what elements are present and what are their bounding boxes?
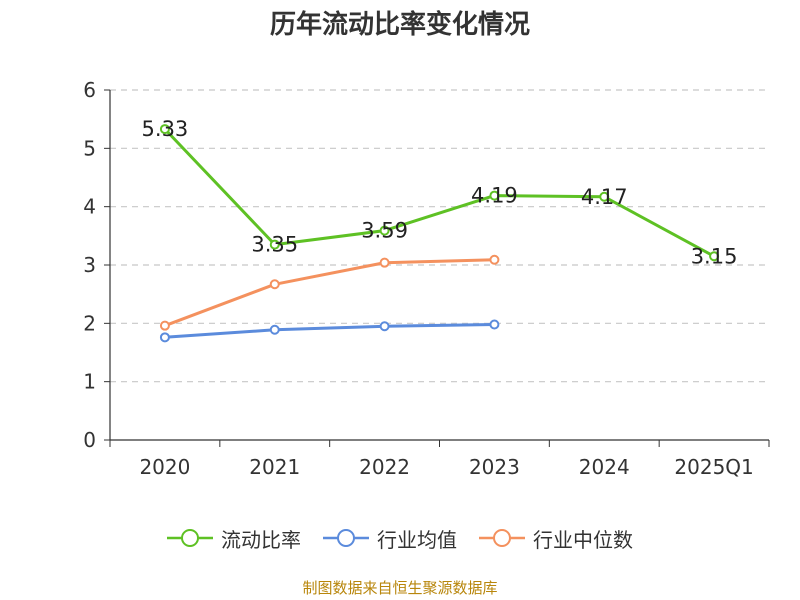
- y-tick-label: 5: [83, 136, 96, 160]
- x-tick-label: 2020: [139, 455, 190, 479]
- data-point: [489, 254, 500, 265]
- series-line-0: [163, 128, 715, 258]
- legend-marker-current-ratio: [167, 529, 213, 547]
- data-point: [159, 332, 170, 343]
- legend: 流动比率 行业均值 行业中位数: [0, 518, 800, 558]
- x-tick-label: 2024: [579, 455, 630, 479]
- legend-item-current-ratio[interactable]: 流动比率: [167, 524, 301, 553]
- data-label: 3.59: [361, 219, 408, 243]
- x-tick-label: 2023: [469, 455, 520, 479]
- legend-label-current-ratio: 流动比率: [221, 527, 301, 552]
- data-point: [599, 191, 610, 202]
- y-tick-label: 3: [83, 253, 96, 277]
- series-line-2: [164, 258, 495, 328]
- data-point: [489, 190, 500, 201]
- data-label: 3.15: [691, 244, 738, 268]
- data-source-note: 制图数据来自恒生聚源数据库: [302, 579, 498, 597]
- data-label: 3.35: [251, 233, 298, 257]
- series-line-1: [164, 323, 495, 339]
- y-tick-label: 0: [83, 428, 96, 452]
- data-label: 4.19: [471, 184, 518, 208]
- data-point: [379, 257, 390, 268]
- y-tick-label: 1: [83, 370, 96, 394]
- y-tick-label: 6: [83, 78, 96, 102]
- data-point: [269, 239, 280, 250]
- y-tick-label: 2: [83, 311, 96, 335]
- data-point: [159, 320, 170, 331]
- data-label: 5.33: [142, 117, 189, 141]
- legend-marker-industry-mean: [323, 529, 369, 547]
- data-point: [379, 225, 390, 236]
- chart-title: 历年流动比率变化情况: [269, 10, 530, 40]
- x-tick-label: 2022: [359, 455, 410, 479]
- data-label: 4.17: [581, 185, 628, 209]
- data-point: [709, 251, 720, 262]
- x-tick-label: 2025Q1: [674, 455, 753, 479]
- legend-marker-industry-median: [479, 529, 525, 547]
- data-point: [489, 319, 500, 330]
- legend-item-industry-median[interactable]: 行业中位数: [479, 524, 633, 553]
- legend-label-industry-mean: 行业均值: [377, 527, 457, 552]
- y-tick-label: 4: [83, 195, 96, 219]
- data-point: [269, 279, 280, 290]
- data-point: [379, 321, 390, 332]
- data-point: [269, 324, 280, 335]
- legend-label-industry-median: 行业中位数: [533, 527, 633, 552]
- data-point: [159, 124, 170, 135]
- x-tick-label: 2021: [249, 455, 300, 479]
- legend-item-industry-mean[interactable]: 行业均值: [323, 524, 457, 553]
